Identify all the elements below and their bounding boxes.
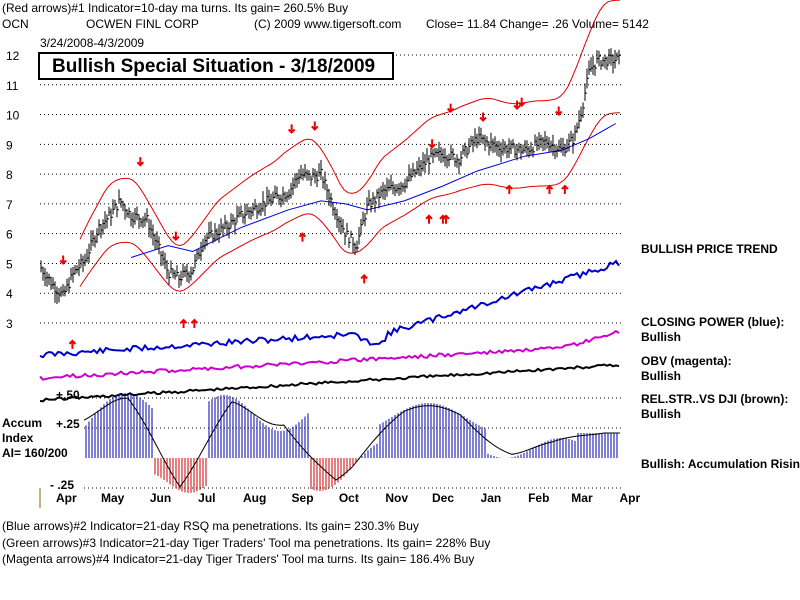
red-arrow-down <box>136 157 145 167</box>
red-arrow-up <box>505 184 514 195</box>
date-range: 3/24/2008-4/3/2009 <box>40 36 145 50</box>
y-tick-label: 3 <box>6 317 13 331</box>
x-tick-label: Feb <box>528 491 549 505</box>
x-tick-label: May <box>101 491 125 505</box>
red-arrow-up <box>425 214 433 224</box>
red-arrow-down <box>59 255 67 265</box>
label-obv-state: Bullish <box>641 369 682 383</box>
red-arrow-up <box>442 214 450 224</box>
label-plus50: +.50 <box>56 388 80 402</box>
quote-summary: Close= 11.84 Change= .26 Volume= 5142 <box>426 17 649 31</box>
red-arrow-up <box>360 273 368 284</box>
red-arrow-up <box>179 318 188 329</box>
indicator-lines <box>39 259 620 403</box>
lower-band <box>79 112 621 292</box>
x-tick-label: Oct <box>339 491 359 505</box>
signal-arrows <box>59 97 569 349</box>
label-relstr-state: Bullish <box>641 407 682 421</box>
x-tick-label: Jan <box>481 491 502 505</box>
red-arrow-up <box>561 184 569 195</box>
accumulation-histogram <box>83 393 620 493</box>
closing-power-line <box>39 259 620 359</box>
subtitle-box: Bullish Special Situation - 3/18/2009 <box>38 52 394 80</box>
x-tick-label: Nov <box>385 491 408 505</box>
red-arrow-down <box>479 112 487 122</box>
y-tick-label: 8 <box>6 168 13 182</box>
red-arrow-down <box>446 103 455 113</box>
x-tick-label: Apr <box>56 491 77 505</box>
red-arrow-down <box>513 100 521 111</box>
label-plus25: +.25 <box>56 417 80 431</box>
y-tick-label: 5 <box>6 257 13 271</box>
copyright: (C) 2009 www.tigersoft.com <box>254 17 402 31</box>
x-tick-label: Dec <box>432 491 454 505</box>
red-arrow-up <box>190 318 199 329</box>
label-bullish-trend: BULLISH PRICE TREND <box>641 242 778 256</box>
relstr-line <box>39 363 620 403</box>
y-tick-label: 12 <box>6 49 20 63</box>
y-tick-label: 11 <box>6 79 19 93</box>
obv-line <box>39 329 620 381</box>
upper-band <box>79 0 621 247</box>
chart-subtitle: Bullish Special Situation - 3/18/2009 <box>52 56 376 77</box>
label-relstr: REL.STR..VS DJI (brown): <box>641 392 789 406</box>
x-tick-label: Jul <box>198 491 215 505</box>
label-minus25: - .25 <box>50 478 75 492</box>
y-tick-label: 6 <box>6 228 13 242</box>
red-arrow-down <box>428 139 436 149</box>
indicator4-text: (Magenta arrows)#4 Indicator=21-day Tige… <box>2 552 475 566</box>
red-arrow-down <box>517 97 526 108</box>
axis-ticks: 12 11 10 9 8 7 6 5 4 3 Apr May Jun Jul Aug Sep Oct Nov Dec… <box>6 49 640 508</box>
indicator2-text: (Blue arrows)#2 Indicator=21-day RSQ ma … <box>2 519 419 533</box>
x-tick-label: Sep <box>292 491 314 505</box>
y-tick-label: 10 <box>6 109 20 123</box>
x-tick-label: Jun <box>150 491 171 505</box>
grid-lines <box>40 54 622 489</box>
label-closing-power: CLOSING POWER (blue): <box>641 315 785 329</box>
label-accum-rising: Bullish: Accumulation Rising <box>641 457 800 471</box>
price-bars <box>40 48 621 305</box>
label-closing-power-state: Bullish <box>641 330 682 344</box>
indicator3-text: (Green arrows)#3 Indicator=21-day Tiger … <box>2 536 491 550</box>
label-accum: Accum <box>2 416 43 430</box>
red-arrow-down <box>554 106 563 116</box>
y-tick-label: 9 <box>6 138 13 152</box>
x-tick-label: Mar <box>571 491 593 505</box>
x-tick-label: Apr <box>619 491 640 505</box>
red-arrow-down <box>172 231 180 242</box>
x-tick-label: Aug <box>243 491 266 505</box>
indicator1-text: (Red arrows)#1 Indicator=10-day ma turns… <box>2 1 349 15</box>
symbol: OCN <box>2 17 29 31</box>
y-tick-label: 7 <box>6 198 13 212</box>
y-tick-label: 4 <box>6 287 13 301</box>
accum-moving-average <box>83 397 620 488</box>
label-obv: OBV (magenta): <box>641 354 732 368</box>
red-arrow-up <box>298 232 307 242</box>
label-ai: AI= 160/200 <box>2 446 68 460</box>
red-arrow-up <box>68 339 77 349</box>
red-arrow-up <box>545 184 554 195</box>
label-index: Index <box>2 431 34 445</box>
company-name: OCWEN FINL CORP <box>86 17 199 31</box>
red-arrow-down <box>311 121 319 131</box>
red-arrow-down <box>287 124 296 134</box>
bollinger-bands <box>79 0 621 292</box>
